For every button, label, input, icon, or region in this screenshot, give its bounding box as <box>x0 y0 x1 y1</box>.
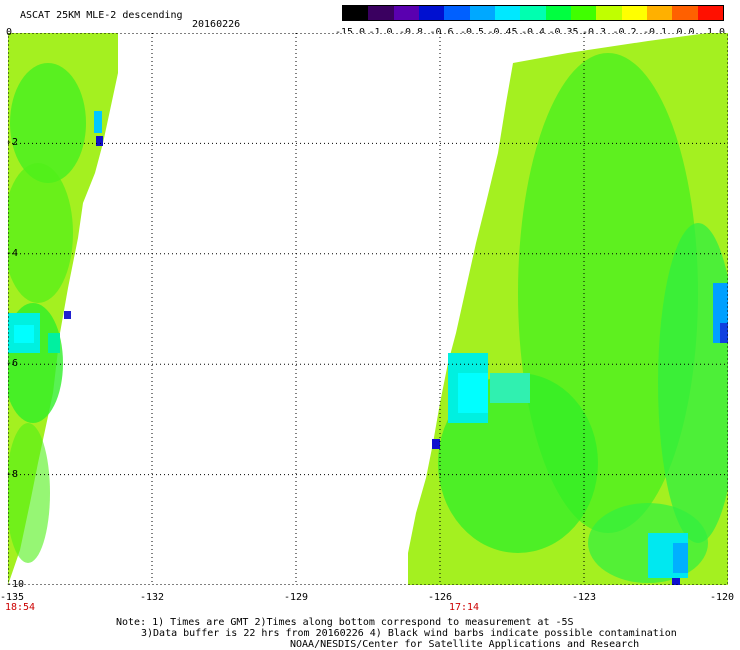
colorbar-segment-1 <box>368 6 394 20</box>
blue-cell-right-3 <box>672 578 680 585</box>
colorbar-label-6: -0.4 <box>520 27 546 38</box>
blue-cells-left-top <box>94 111 102 133</box>
colorbar-label-4: -0.5 <box>459 27 485 38</box>
colorbar-segment-5 <box>469 6 495 20</box>
green-patch-left-mid <box>8 163 73 303</box>
colorbar-segment-0 <box>343 6 369 20</box>
y-tick-label: -8 <box>6 468 19 480</box>
colorbar-label-5: -0.45 <box>487 27 518 38</box>
colorbar-label-7: -0.35 <box>548 27 579 38</box>
colorbar-label-0: -15.0 <box>334 27 366 38</box>
cyan-core-left <box>14 325 34 343</box>
y-tick-label: -10 <box>6 579 25 590</box>
colorbar-segment-10 <box>596 6 622 20</box>
teal-cells-left <box>48 333 60 353</box>
colorbar-segment-7 <box>520 6 546 20</box>
y-tick-label: -6 <box>6 358 19 370</box>
colorbar-segment-8 <box>545 6 571 20</box>
time-label: 17:14 <box>448 602 480 613</box>
x-tick-label: -135 <box>0 592 25 603</box>
map-title: ASCAT 25KM MLE-2 descending <box>20 10 183 21</box>
note-line-2: 3)Data buffer is 22 hrs from 20160226 4)… <box>141 628 677 639</box>
colorbar-label-8: -0.3 <box>581 27 607 38</box>
colorbar-segment-14 <box>697 6 723 20</box>
map-date: 20160226 <box>192 19 241 30</box>
graticule <box>8 33 728 585</box>
colorbar-label-11: 0.0 <box>676 27 695 38</box>
blue-cell-left-1 <box>64 311 71 319</box>
colorbar-label-12: 1.0 <box>706 27 726 38</box>
colorbar-segment-11 <box>621 6 647 20</box>
x-tick-label: -120 <box>709 592 735 603</box>
note-line-3: NOAA/NESDIS/Center for Satellite Applica… <box>290 639 640 650</box>
colorbar-label-10: -0.1 <box>642 27 668 38</box>
colorbar-segment-6 <box>494 6 521 20</box>
colorbar <box>342 5 724 21</box>
colorbar-segment-13 <box>672 6 698 20</box>
blue-cell-left-2 <box>96 136 103 146</box>
y-tick-label: -4 <box>6 247 19 259</box>
y-tick-label: -2 <box>6 137 19 149</box>
green-patch-left-bottom <box>8 423 50 563</box>
map-frame <box>8 33 728 585</box>
x-tick-label: -123 <box>571 592 597 603</box>
colorbar-segment-9 <box>570 6 597 20</box>
colorbar-label-9: -0.2 <box>612 27 637 38</box>
colorbar-segment-2 <box>393 6 419 20</box>
data-pixels <box>8 111 728 585</box>
blue-cells-right-bottom <box>673 543 688 573</box>
colorbar-segment-3 <box>418 6 445 20</box>
x-tick-label: -126 <box>427 592 453 603</box>
green-patch-right-edge <box>658 223 728 543</box>
x-tick-label: -129 <box>283 592 309 603</box>
colorbar-segment-4 <box>444 6 470 20</box>
blue-cell-right-2 <box>720 323 728 343</box>
green-patch-left-top <box>10 63 86 183</box>
time-label: 18:54 <box>4 602 36 613</box>
cyan-core-right <box>458 373 488 413</box>
colorbar-label-3: -0.6 <box>429 27 454 38</box>
colorbar-label-2: -0.8 <box>398 27 424 38</box>
y-tick-label: 0 <box>6 27 13 38</box>
teal-cells-right <box>490 373 530 403</box>
note-line-1: Note: 1) Times are GMT 2)Times along bot… <box>116 617 574 628</box>
mle-map <box>8 33 728 585</box>
x-tick-label: -132 <box>139 592 165 603</box>
blue-cell-right-1 <box>432 439 440 449</box>
colorbar-segment-12 <box>646 6 673 20</box>
colorbar-label-1: -1.0 <box>368 27 393 38</box>
